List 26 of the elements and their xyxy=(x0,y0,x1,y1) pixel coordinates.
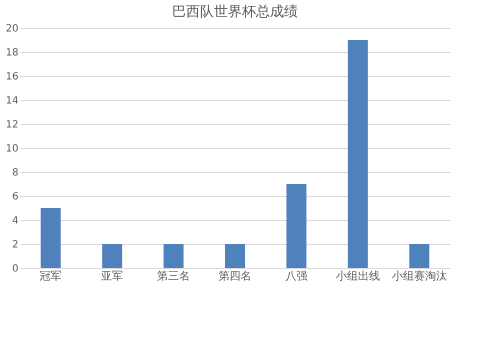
bar xyxy=(409,244,430,268)
y-tick-label: 14 xyxy=(6,96,18,106)
y-tick-label: 4 xyxy=(12,216,18,226)
y-tick-label: 8 xyxy=(12,168,18,178)
x-tick-label: 小组出线 xyxy=(336,270,380,282)
y-tick-label: 0 xyxy=(12,264,18,274)
x-tick-label: 第三名 xyxy=(157,270,190,282)
x-tick-label: 第四名 xyxy=(218,270,252,282)
bar xyxy=(40,208,61,268)
y-tick-label: 6 xyxy=(12,192,18,202)
y-tick-label: 18 xyxy=(6,48,18,58)
y-tick-label: 2 xyxy=(12,240,18,250)
x-tick-label: 冠军 xyxy=(40,270,62,282)
y-tick-label: 12 xyxy=(6,120,18,130)
x-tick-label: 小组赛淘汰 xyxy=(392,270,447,282)
chart-title: 巴西队世界杯总成绩 xyxy=(172,4,298,20)
bar xyxy=(286,184,306,268)
bar xyxy=(225,244,245,268)
bar xyxy=(164,244,184,268)
y-tick-label: 20 xyxy=(6,24,18,34)
bar xyxy=(102,244,122,268)
y-tick-label: 10 xyxy=(6,144,18,154)
x-tick-label: 八强 xyxy=(285,270,308,282)
y-tick-label: 16 xyxy=(6,72,18,82)
bar xyxy=(348,40,368,268)
x-tick-label: 亚军 xyxy=(101,270,124,282)
